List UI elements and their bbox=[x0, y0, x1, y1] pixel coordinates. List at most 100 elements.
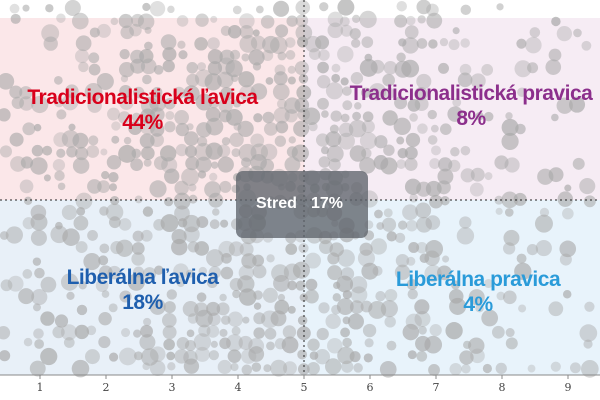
data-point bbox=[556, 25, 572, 42]
data-point bbox=[362, 111, 374, 123]
data-point bbox=[221, 137, 231, 146]
data-point bbox=[425, 215, 441, 230]
data-point bbox=[484, 172, 493, 181]
data-point bbox=[406, 279, 418, 290]
quadrant-name: Liberálna pravica bbox=[395, 268, 561, 291]
data-point bbox=[0, 279, 13, 292]
data-point bbox=[225, 59, 243, 78]
data-point bbox=[407, 288, 418, 300]
data-point bbox=[75, 192, 93, 210]
data-point bbox=[430, 124, 439, 133]
data-point bbox=[0, 350, 11, 362]
data-point bbox=[437, 265, 452, 281]
data-point bbox=[518, 304, 527, 313]
data-point bbox=[96, 72, 114, 91]
data-point bbox=[427, 135, 438, 145]
data-point bbox=[396, 52, 406, 62]
data-point bbox=[347, 313, 364, 330]
data-point bbox=[238, 335, 253, 350]
data-point bbox=[325, 82, 344, 100]
data-point bbox=[318, 156, 331, 168]
data-point bbox=[545, 59, 562, 75]
data-point bbox=[74, 324, 90, 340]
data-point bbox=[218, 240, 236, 258]
data-point bbox=[176, 279, 185, 288]
data-point bbox=[296, 85, 312, 101]
data-point bbox=[562, 289, 572, 299]
data-point bbox=[107, 265, 122, 280]
data-point bbox=[402, 37, 419, 54]
data-point bbox=[130, 158, 143, 171]
data-point bbox=[75, 49, 89, 64]
data-point bbox=[143, 317, 152, 326]
data-point bbox=[273, 107, 290, 124]
data-point bbox=[277, 293, 286, 302]
data-point bbox=[580, 360, 599, 378]
data-point bbox=[40, 276, 57, 293]
data-point bbox=[297, 349, 308, 360]
data-point bbox=[295, 280, 306, 291]
data-point bbox=[43, 36, 58, 51]
data-point bbox=[501, 118, 519, 136]
data-point bbox=[398, 38, 407, 47]
data-point bbox=[153, 64, 164, 75]
data-point bbox=[208, 266, 222, 279]
data-point bbox=[394, 264, 411, 281]
data-point bbox=[340, 24, 353, 37]
data-point bbox=[19, 86, 33, 100]
data-point bbox=[436, 180, 451, 195]
data-point bbox=[572, 157, 585, 170]
data-point bbox=[426, 12, 443, 29]
data-point bbox=[62, 228, 80, 246]
data-point bbox=[219, 293, 227, 302]
data-point bbox=[573, 28, 582, 38]
data-point bbox=[450, 280, 461, 290]
data-point bbox=[297, 363, 310, 375]
data-point bbox=[383, 144, 395, 156]
data-point bbox=[85, 349, 100, 365]
data-point bbox=[501, 191, 519, 209]
data-point bbox=[527, 62, 539, 74]
data-point bbox=[188, 183, 197, 192]
data-point bbox=[71, 359, 90, 378]
data-point bbox=[281, 336, 299, 354]
data-point bbox=[260, 158, 275, 173]
data-point bbox=[177, 40, 186, 49]
data-point bbox=[186, 62, 199, 74]
x-tick-label: 7 bbox=[433, 381, 440, 394]
data-point bbox=[195, 13, 209, 27]
data-point bbox=[227, 311, 243, 327]
data-point bbox=[194, 37, 208, 51]
data-point bbox=[342, 337, 352, 348]
data-point bbox=[19, 96, 34, 111]
data-point bbox=[219, 328, 228, 338]
data-point bbox=[383, 87, 395, 99]
data-point bbox=[101, 170, 110, 180]
data-point bbox=[273, 0, 290, 17]
data-point bbox=[175, 122, 190, 137]
data-point bbox=[9, 132, 24, 147]
data-point bbox=[98, 336, 111, 349]
data-point bbox=[205, 117, 224, 136]
data-point bbox=[370, 238, 387, 255]
data-point bbox=[275, 24, 289, 38]
data-point bbox=[442, 255, 450, 263]
data-point bbox=[253, 113, 263, 123]
data-point bbox=[139, 334, 156, 351]
data-point bbox=[262, 111, 275, 124]
data-point bbox=[160, 145, 177, 162]
data-point bbox=[61, 204, 77, 220]
data-point bbox=[253, 302, 262, 310]
data-point bbox=[325, 131, 342, 148]
data-point bbox=[417, 123, 428, 134]
data-point bbox=[364, 338, 374, 348]
data-point bbox=[396, 136, 405, 145]
data-point bbox=[134, 195, 143, 204]
data-point bbox=[439, 37, 449, 47]
data-point bbox=[570, 362, 581, 374]
data-point bbox=[209, 172, 218, 182]
data-point bbox=[220, 219, 229, 228]
data-point bbox=[505, 112, 513, 120]
data-point bbox=[516, 38, 527, 49]
data-point bbox=[186, 123, 194, 131]
